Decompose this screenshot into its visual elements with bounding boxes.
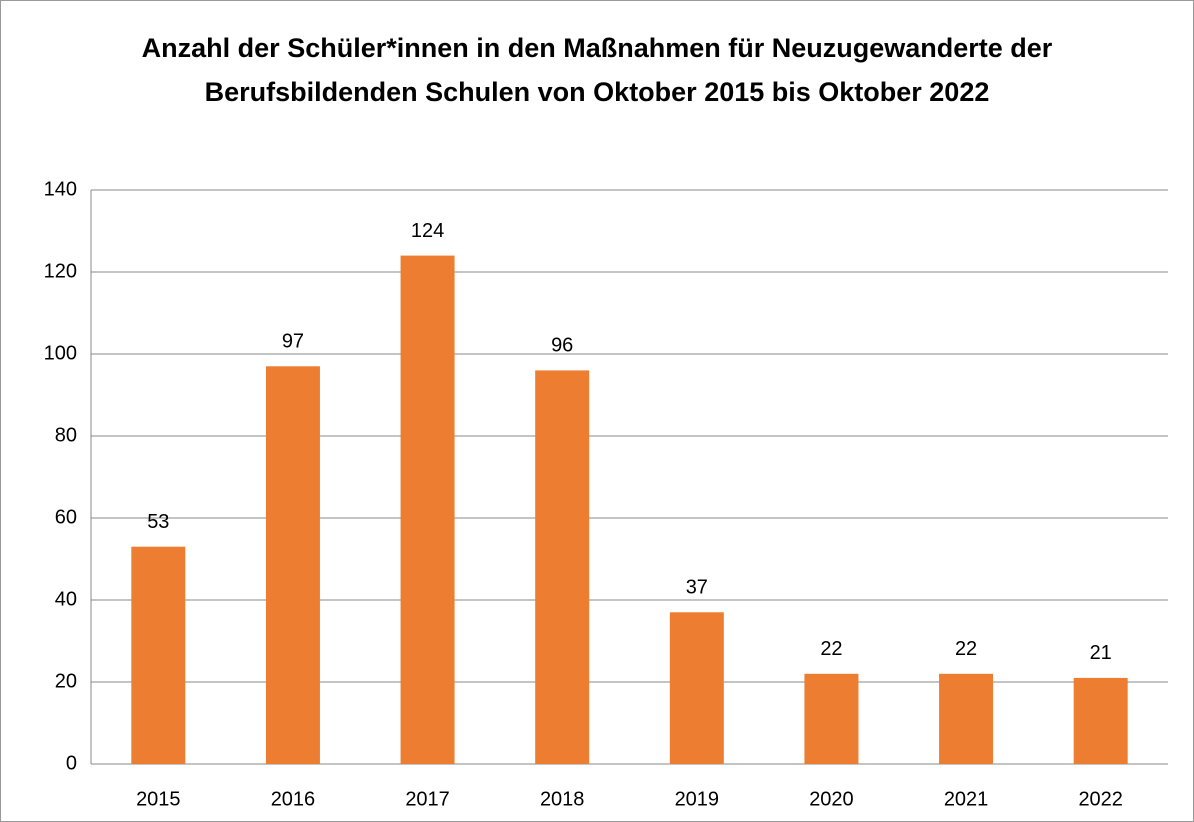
- y-tick-label: 80: [55, 424, 77, 446]
- bar: [131, 546, 186, 764]
- data-label: 22: [820, 638, 842, 660]
- y-tick-label: 140: [44, 178, 77, 200]
- y-tick-label: 0: [66, 752, 77, 774]
- bar: [265, 366, 320, 764]
- data-label: 124: [411, 220, 444, 242]
- x-tick-label: 2017: [405, 788, 450, 810]
- x-tick-label: 2021: [944, 788, 989, 810]
- y-tick-label: 20: [55, 670, 77, 692]
- chart-title: Anzahl der Schüler*innen in den Maßnahme…: [141, 33, 1053, 107]
- data-label: 96: [551, 335, 573, 357]
- x-tick-label: 2018: [540, 788, 585, 810]
- bar: [804, 673, 859, 764]
- bar: [939, 673, 994, 764]
- bar: [400, 255, 455, 764]
- x-tick-label: 2015: [136, 788, 181, 810]
- data-label: 37: [686, 577, 708, 599]
- y-tick-label: 100: [44, 342, 77, 364]
- bar: [1073, 677, 1128, 764]
- x-tick-label: 2019: [675, 788, 720, 810]
- y-tick-label: 40: [55, 588, 77, 610]
- bar: [535, 370, 590, 764]
- x-tick-label: 2022: [1078, 788, 1123, 810]
- x-tick-label: 2016: [271, 788, 316, 810]
- data-label: 22: [955, 638, 977, 660]
- y-tick-label: 60: [55, 506, 77, 528]
- bar: [669, 612, 724, 764]
- y-tick-label: 120: [44, 260, 77, 282]
- data-label: 21: [1090, 642, 1112, 664]
- data-label: 53: [147, 511, 169, 533]
- data-label: 97: [282, 331, 304, 353]
- x-tick-label: 2020: [809, 788, 854, 810]
